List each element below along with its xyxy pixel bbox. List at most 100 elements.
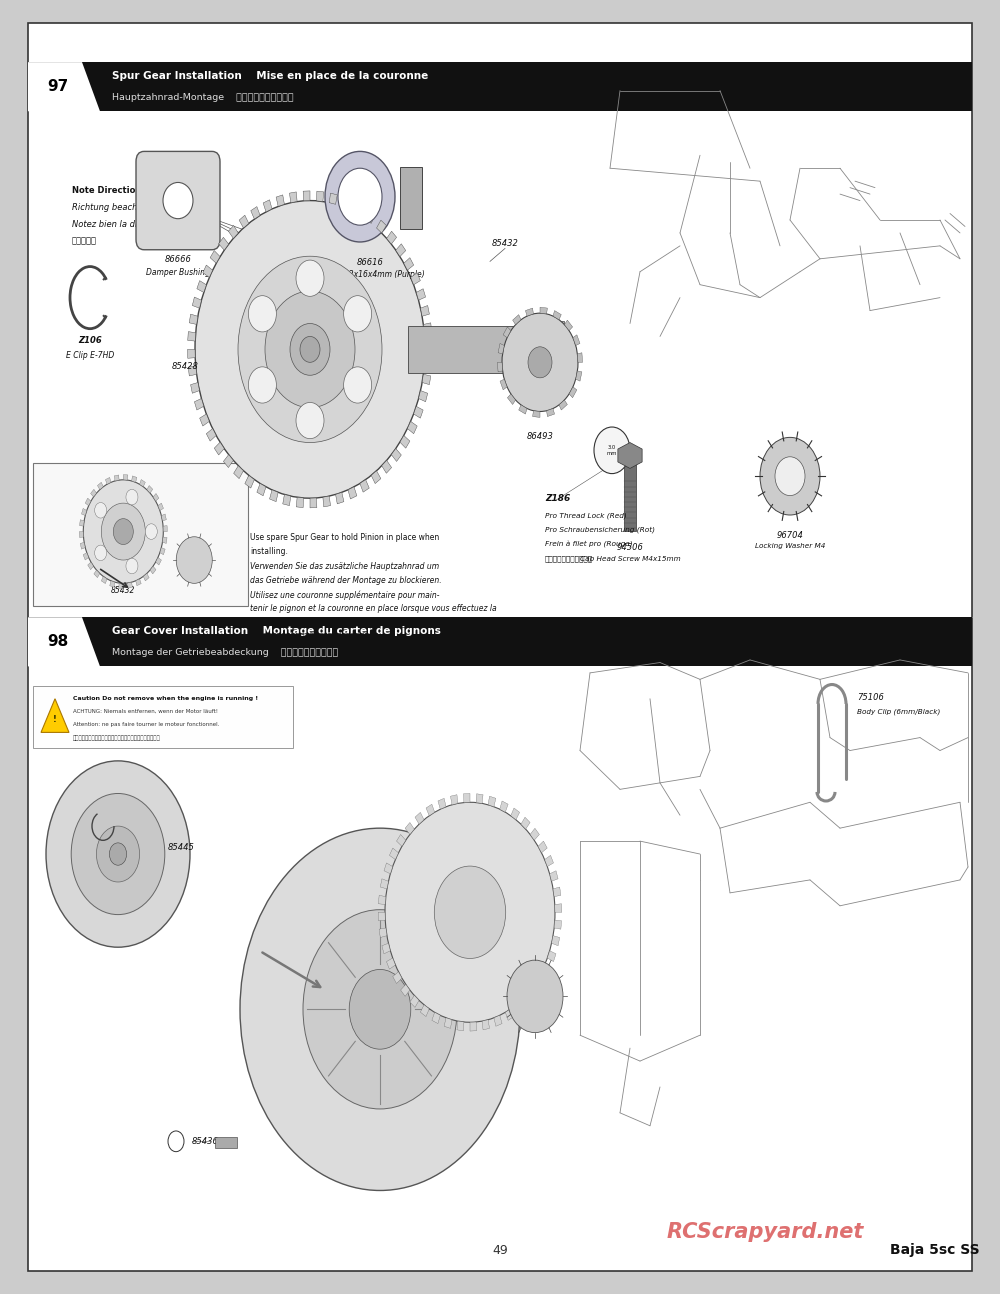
Polygon shape xyxy=(426,804,435,815)
Text: 97: 97 xyxy=(47,79,69,94)
Text: Montage der Getriebeabdeckung    ギアカバーの取り付け: Montage der Getriebeabdeckung ギアカバーの取り付け xyxy=(112,648,338,657)
Polygon shape xyxy=(234,466,243,479)
Polygon shape xyxy=(336,493,344,503)
Polygon shape xyxy=(410,995,419,1007)
Text: 向きに注意: 向きに注意 xyxy=(72,237,97,246)
Text: Notez bien la direction.: Notez bien la direction. xyxy=(72,220,169,229)
Polygon shape xyxy=(542,965,551,977)
Polygon shape xyxy=(396,243,406,256)
Polygon shape xyxy=(545,855,554,867)
Polygon shape xyxy=(156,558,161,565)
Polygon shape xyxy=(400,436,410,448)
Polygon shape xyxy=(276,195,284,206)
Polygon shape xyxy=(239,215,249,228)
Polygon shape xyxy=(197,281,206,292)
Polygon shape xyxy=(28,617,100,666)
Circle shape xyxy=(507,960,563,1033)
Polygon shape xyxy=(411,273,420,285)
Polygon shape xyxy=(505,1009,514,1021)
Text: ACHTUNG: Niemals entfernen, wenn der Motor läuft!: ACHTUNG: Niemals entfernen, wenn der Mot… xyxy=(73,709,218,714)
Text: 86616: 86616 xyxy=(357,258,383,267)
Bar xyxy=(532,321,550,378)
Polygon shape xyxy=(521,818,530,829)
Bar xyxy=(28,62,972,111)
Circle shape xyxy=(303,910,457,1109)
Circle shape xyxy=(775,457,805,496)
Text: ネジロック剤（レッド）: ネジロック剤（レッド） xyxy=(545,555,593,562)
Polygon shape xyxy=(569,387,577,397)
Polygon shape xyxy=(114,475,119,481)
Polygon shape xyxy=(41,699,69,732)
Polygon shape xyxy=(283,494,291,506)
Text: Locking Washer M4: Locking Washer M4 xyxy=(755,543,825,550)
Polygon shape xyxy=(498,343,504,353)
Polygon shape xyxy=(80,542,85,549)
Bar xyxy=(400,167,422,229)
Circle shape xyxy=(145,524,157,540)
Circle shape xyxy=(265,291,355,408)
Polygon shape xyxy=(123,475,128,480)
Text: Note Direction: Note Direction xyxy=(72,186,141,195)
Polygon shape xyxy=(228,225,238,238)
Polygon shape xyxy=(530,828,539,840)
Polygon shape xyxy=(438,798,446,809)
Circle shape xyxy=(296,260,324,296)
Text: Caution Do not remove when the engine is running !: Caution Do not remove when the engine is… xyxy=(73,696,258,701)
Polygon shape xyxy=(573,335,580,345)
Text: mise en place.: mise en place. xyxy=(250,619,306,628)
Polygon shape xyxy=(303,192,310,201)
Polygon shape xyxy=(559,400,567,410)
Text: 49: 49 xyxy=(492,1244,508,1256)
Polygon shape xyxy=(371,471,381,484)
Polygon shape xyxy=(360,480,369,492)
Circle shape xyxy=(101,503,145,560)
Circle shape xyxy=(240,828,520,1190)
Polygon shape xyxy=(136,578,141,586)
Polygon shape xyxy=(296,497,304,507)
Text: RCScrapyard.net: RCScrapyard.net xyxy=(666,1222,864,1242)
Polygon shape xyxy=(79,532,84,537)
Circle shape xyxy=(248,296,276,333)
Polygon shape xyxy=(83,553,89,560)
Polygon shape xyxy=(191,383,199,393)
Polygon shape xyxy=(378,912,385,921)
Polygon shape xyxy=(132,476,137,483)
Circle shape xyxy=(95,545,107,560)
Polygon shape xyxy=(511,807,520,819)
Text: 85445: 85445 xyxy=(168,844,195,851)
Polygon shape xyxy=(382,943,390,954)
Bar xyxy=(33,686,293,748)
Polygon shape xyxy=(245,475,254,488)
Polygon shape xyxy=(450,795,458,805)
Polygon shape xyxy=(552,936,560,946)
Polygon shape xyxy=(263,199,272,212)
Polygon shape xyxy=(143,573,149,581)
Text: Spur Gear Installation    Mise en place de la couronne: Spur Gear Installation Mise en place de … xyxy=(112,71,428,82)
Polygon shape xyxy=(348,487,357,499)
Polygon shape xyxy=(188,331,196,342)
Text: 3.0
mm: 3.0 mm xyxy=(607,445,617,455)
Polygon shape xyxy=(425,340,432,349)
Polygon shape xyxy=(310,498,317,507)
Text: Spacer 12x16x4mm (Purple): Spacer 12x16x4mm (Purple) xyxy=(315,270,425,280)
Polygon shape xyxy=(482,1020,490,1030)
Circle shape xyxy=(338,168,382,225)
Circle shape xyxy=(349,969,411,1049)
Polygon shape xyxy=(354,203,363,215)
Polygon shape xyxy=(214,443,224,455)
Polygon shape xyxy=(150,567,156,573)
Polygon shape xyxy=(397,835,406,846)
Text: 85428: 85428 xyxy=(172,362,198,371)
Circle shape xyxy=(126,558,138,573)
Polygon shape xyxy=(393,972,402,983)
Polygon shape xyxy=(194,399,204,410)
Polygon shape xyxy=(526,990,535,1002)
Polygon shape xyxy=(28,62,100,111)
Polygon shape xyxy=(419,391,428,401)
Polygon shape xyxy=(270,490,278,502)
Polygon shape xyxy=(210,251,220,263)
Circle shape xyxy=(126,489,138,505)
Polygon shape xyxy=(189,314,198,325)
Text: !: ! xyxy=(53,716,57,723)
Polygon shape xyxy=(386,958,395,969)
